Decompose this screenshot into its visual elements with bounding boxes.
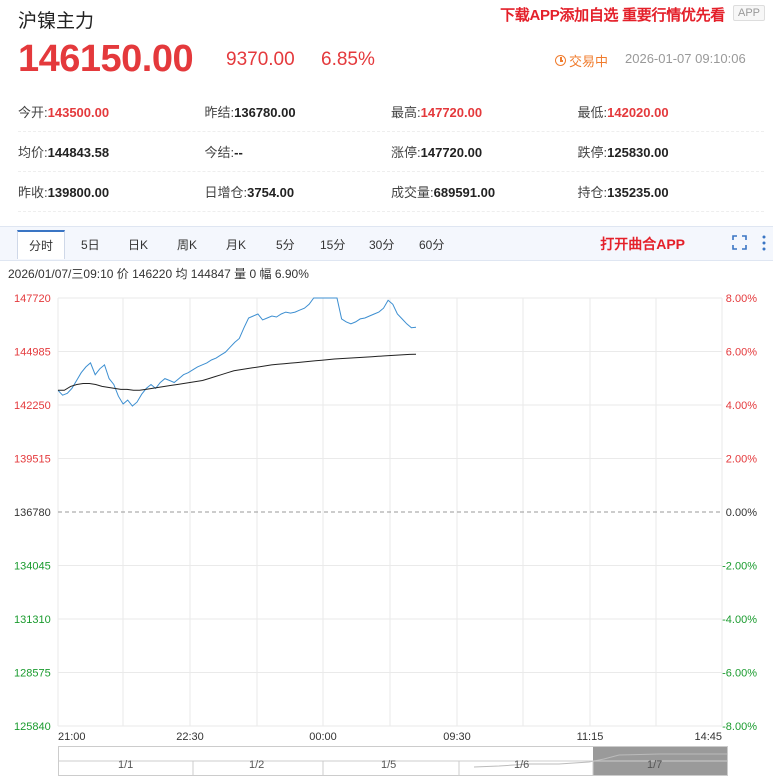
current-price: 146150.00 (18, 38, 194, 80)
x-tick: 11:15 (577, 731, 604, 743)
stat-label: 跌停: (577, 145, 608, 160)
tab-0[interactable]: 分时 (17, 230, 65, 259)
open-app-button[interactable]: 打开曲合APP (600, 236, 685, 252)
y-tick-left: 125840 (14, 721, 51, 733)
stat-cell: 均价:144843.58 (18, 142, 205, 161)
stat-label: 持仓: (577, 185, 608, 200)
stat-value: 147720.00 (420, 105, 483, 120)
stat-label: 均价: (18, 145, 48, 160)
stat-label: 最高: (391, 105, 421, 120)
stat-cell: 涨停:147720.00 (391, 142, 578, 161)
y-tick-left: 147720 (14, 293, 51, 305)
tab-2[interactable]: 日K (128, 238, 149, 252)
price-line (57, 297, 417, 407)
trading-status: 交易中 (555, 51, 608, 70)
stat-cell: 最高:147720.00 (391, 102, 578, 121)
tab-3[interactable]: 周K (177, 238, 198, 252)
stat-value: 125830.00 (607, 145, 669, 160)
app-badge[interactable]: APP (732, 5, 765, 21)
stat-cell: 昨收:139800.00 (18, 182, 205, 201)
stat-label: 涨停: (391, 145, 421, 160)
y-tick-right: 4.00% (726, 400, 757, 412)
stat-label: 昨收: (18, 185, 48, 200)
navigator-day-label: 1/7 (647, 759, 663, 771)
x-tick: 14:45 (694, 731, 722, 743)
y-tick-right: -8.00% (722, 721, 757, 733)
stat-cell: 今结:-- (205, 142, 392, 161)
x-tick: 00:00 (309, 731, 337, 743)
stats-row: 今开:143500.00 昨结:136780.00 最高:147720.00 最低:1… (18, 92, 764, 132)
stat-value: 135235.00 (607, 185, 669, 200)
stat-cell: 昨结:136780.00 (205, 102, 392, 121)
y-tick-left: 144985 (14, 347, 51, 359)
trading-status-label: 交易中 (569, 54, 609, 69)
stat-cell: 跌停:125830.00 (578, 142, 765, 161)
price-change-pct: 6.85% (321, 49, 375, 70)
navigator-day-label: 1/2 (249, 759, 265, 771)
x-tick: 09:30 (443, 731, 471, 743)
y-tick-left: 142250 (14, 400, 51, 412)
stat-value: 147720.00 (420, 145, 483, 160)
clock-icon (555, 55, 566, 66)
y-tick-left: 128575 (14, 668, 51, 680)
stat-cell: 持仓:135235.00 (578, 182, 765, 201)
stats-grid: 今开:143500.00 昨结:136780.00 最高:147720.00 最低:1… (18, 92, 764, 212)
tab-8[interactable]: 60分 (419, 238, 445, 252)
stat-value: 3754.00 (247, 185, 295, 200)
x-tick: 21:00 (58, 731, 86, 743)
more-icon[interactable] (761, 235, 767, 251)
stat-value: 139800.00 (47, 185, 110, 200)
stat-value: 136780.00 (234, 105, 296, 120)
navigator-line (473, 753, 727, 768)
time-navigator[interactable]: 1/1 1/2 1/5 1/6 1/7 (58, 746, 728, 776)
stat-value: 143500.00 (47, 105, 110, 120)
tab-1[interactable]: 5日 (81, 238, 100, 252)
stat-cell: 成交量:689591.00 (391, 182, 578, 201)
stat-label: 日增仓: (204, 185, 248, 200)
y-tick-right: -6.00% (722, 668, 757, 680)
navigator-day-label: 1/5 (381, 759, 397, 771)
stat-value: 144843.58 (47, 145, 110, 160)
fullscreen-icon[interactable] (732, 235, 747, 250)
y-tick-right: -4.00% (722, 614, 757, 626)
quote-timestamp: 2026-01-07 09:10:06 (625, 51, 746, 66)
y-tick-right: 6.00% (726, 347, 757, 359)
intraday-chart[interactable]: 147720 8.00% 144985 6.00% 142250 4.00% 139515 2… (0, 285, 773, 747)
stat-value: 689591.00 (433, 185, 496, 200)
stat-label: 今开: (18, 105, 48, 120)
download-app-promo[interactable]: 下载APP添加自选 重要行情优先看 (500, 7, 725, 24)
tab-7[interactable]: 30分 (369, 238, 395, 252)
tab-6[interactable]: 15分 (320, 238, 346, 252)
navigator-sparkline (59, 747, 727, 775)
stat-value: 142020.00 (607, 105, 669, 120)
chart-tabbar: 打开曲合APP 分时 5日 日K 周K 月K 5分 15分 30分 60分 (0, 226, 773, 261)
stats-row: 昨收:139800.00 日增仓:3754.00 成交量:689591.00 持仓:1… (18, 172, 764, 212)
y-tick-left: 139515 (14, 454, 51, 466)
page-title: 沪镍主力 (18, 11, 95, 32)
navigator-day-label: 1/6 (514, 759, 530, 771)
y-tick-left: 136780 (14, 507, 51, 519)
stat-cell: 日增仓:3754.00 (205, 182, 392, 201)
y-tick-right: 0.00% (726, 507, 757, 519)
y-tick-right: 8.00% (726, 293, 757, 305)
chart-crosshair-info: 2026/01/07/三09:10 价 146220 均 144847 量 0 … (8, 267, 309, 281)
y-tick-left: 131310 (14, 614, 51, 626)
stat-label: 成交量: (391, 185, 434, 200)
stat-label: 昨结: (204, 105, 235, 120)
price-change: 9370.00 (226, 49, 295, 70)
y-tick-right: -2.00% (722, 561, 757, 573)
tab-5[interactable]: 5分 (276, 238, 295, 252)
avg-price-line (58, 353, 417, 391)
stat-label: 最低: (577, 105, 608, 120)
y-tick-left: 134045 (14, 561, 51, 573)
navigator-day-label: 1/1 (118, 759, 134, 771)
stats-row: 均价:144843.58 今结:-- 涨停:147720.00 跌停:125830.0… (18, 132, 764, 172)
stat-cell: 今开:143500.00 (18, 102, 205, 121)
y-tick-right: 2.00% (726, 454, 757, 466)
x-tick: 22:30 (176, 731, 204, 743)
tab-4[interactable]: 月K (226, 238, 247, 252)
stat-label: 今结: (204, 145, 235, 160)
stat-cell: 最低:142020.00 (578, 102, 765, 121)
stat-value: -- (234, 145, 243, 160)
